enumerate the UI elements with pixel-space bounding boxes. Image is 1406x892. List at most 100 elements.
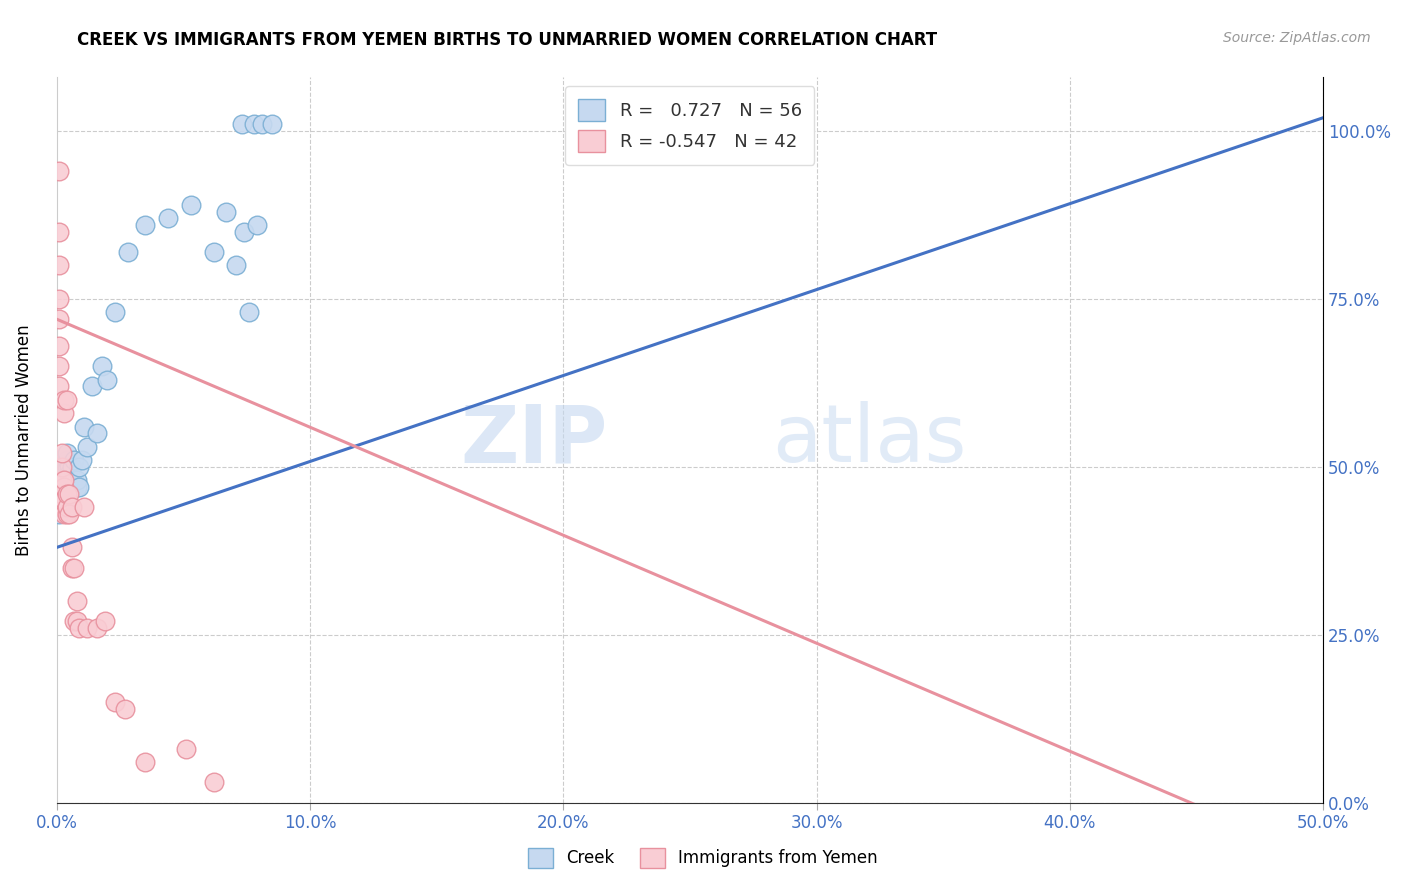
- Point: [134, 218, 156, 232]
- Point: [73, 419, 96, 434]
- Point: [202, 775, 225, 789]
- Text: atlas: atlas: [772, 401, 966, 479]
- Point: [53, 480, 76, 494]
- Point: [51, 487, 73, 501]
- Point: [48, 312, 70, 326]
- Point: [70, 453, 93, 467]
- Point: [48, 164, 70, 178]
- Point: [53, 507, 76, 521]
- Point: [96, 373, 118, 387]
- Point: [55, 500, 77, 515]
- Y-axis label: Births to Unmarried Women: Births to Unmarried Women: [15, 324, 32, 556]
- Point: [53, 487, 76, 501]
- Point: [48, 507, 70, 521]
- Point: [53, 493, 76, 508]
- Point: [53, 406, 76, 420]
- Point: [76, 440, 98, 454]
- Legend: Creek, Immigrants from Yemen: Creek, Immigrants from Yemen: [522, 841, 884, 875]
- Point: [174, 742, 197, 756]
- Point: [53, 493, 76, 508]
- Point: [51, 500, 73, 515]
- Point: [55, 487, 77, 501]
- Point: [60, 473, 83, 487]
- Point: [53, 480, 76, 494]
- Point: [73, 500, 96, 515]
- Point: [66, 615, 89, 629]
- Point: [63, 480, 86, 494]
- Point: [63, 453, 86, 467]
- Point: [180, 198, 202, 212]
- Point: [246, 218, 269, 232]
- Point: [67, 459, 90, 474]
- Point: [233, 225, 256, 239]
- Point: [225, 259, 247, 273]
- Point: [48, 480, 70, 494]
- Point: [51, 487, 73, 501]
- Point: [76, 621, 98, 635]
- Point: [63, 560, 86, 574]
- Point: [202, 245, 225, 260]
- Point: [231, 118, 253, 132]
- Point: [60, 500, 83, 515]
- Point: [117, 245, 139, 260]
- Point: [51, 487, 73, 501]
- Point: [250, 118, 273, 132]
- Point: [86, 621, 108, 635]
- Point: [58, 507, 80, 521]
- Point: [48, 487, 70, 501]
- Point: [55, 453, 77, 467]
- Point: [60, 560, 83, 574]
- Point: [48, 225, 70, 239]
- Point: [58, 473, 80, 487]
- Point: [104, 305, 127, 319]
- Point: [60, 459, 83, 474]
- Point: [51, 446, 73, 460]
- Point: [48, 292, 70, 306]
- Point: [51, 459, 73, 474]
- Point: [53, 480, 76, 494]
- Point: [157, 211, 180, 226]
- Point: [55, 480, 77, 494]
- Point: [66, 473, 89, 487]
- Point: [238, 305, 260, 319]
- Point: [48, 259, 70, 273]
- Point: [60, 480, 83, 494]
- Text: Source: ZipAtlas.com: Source: ZipAtlas.com: [1223, 31, 1371, 45]
- Point: [53, 392, 76, 407]
- Point: [66, 480, 89, 494]
- Point: [66, 594, 89, 608]
- Point: [51, 500, 73, 515]
- Point: [91, 359, 114, 373]
- Point: [51, 480, 73, 494]
- Point: [55, 459, 77, 474]
- Point: [48, 339, 70, 353]
- Point: [86, 426, 108, 441]
- Point: [215, 204, 238, 219]
- Point: [114, 701, 136, 715]
- Point: [55, 392, 77, 407]
- Text: ZIP: ZIP: [460, 401, 607, 479]
- Point: [58, 480, 80, 494]
- Point: [48, 493, 70, 508]
- Point: [80, 379, 103, 393]
- Point: [134, 756, 156, 770]
- Point: [58, 467, 80, 481]
- Point: [67, 480, 90, 494]
- Point: [260, 118, 283, 132]
- Point: [51, 473, 73, 487]
- Point: [53, 473, 76, 487]
- Point: [48, 379, 70, 393]
- Text: CREEK VS IMMIGRANTS FROM YEMEN BIRTHS TO UNMARRIED WOMEN CORRELATION CHART: CREEK VS IMMIGRANTS FROM YEMEN BIRTHS TO…: [77, 31, 938, 49]
- Point: [55, 446, 77, 460]
- Point: [53, 473, 76, 487]
- Point: [104, 695, 127, 709]
- Point: [53, 493, 76, 508]
- Point: [63, 615, 86, 629]
- Point: [93, 615, 115, 629]
- Point: [58, 487, 80, 501]
- Point: [55, 507, 77, 521]
- Legend: R =   0.727   N = 56, R = -0.547   N = 42: R = 0.727 N = 56, R = -0.547 N = 42: [565, 87, 814, 165]
- Point: [55, 487, 77, 501]
- Point: [58, 459, 80, 474]
- Point: [48, 359, 70, 373]
